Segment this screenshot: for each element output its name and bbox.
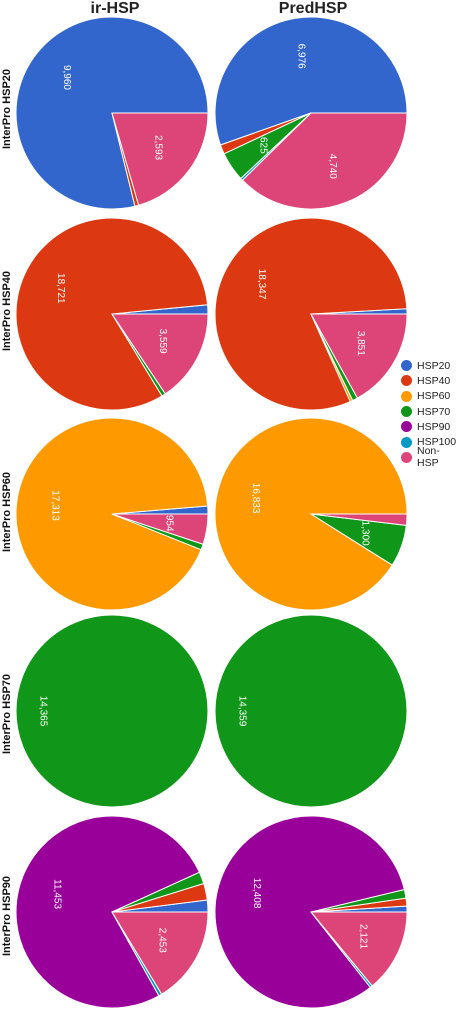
legend-swatch-hsp40 bbox=[401, 375, 412, 387]
pie-data-label: 18,347 bbox=[256, 269, 267, 300]
pie-data-label: 14,365 bbox=[37, 696, 48, 727]
legend-label-hsp40: HSP40 bbox=[417, 374, 451, 387]
pie-interpro-hsp70-predhsp: 14,359 bbox=[214, 614, 408, 808]
pie-slice-non-hsp bbox=[111, 112, 209, 206]
pie-data-label: 2,121 bbox=[357, 924, 368, 949]
pie-data-label: 9,960 bbox=[61, 65, 72, 90]
pie-slice-non-hsp bbox=[310, 513, 408, 526]
legend-label-hsp100: HSP100 bbox=[417, 436, 457, 449]
pie-data-label: 4,740 bbox=[327, 154, 338, 179]
pie-interpro-hsp70-ir-hsp: 14,365 bbox=[15, 614, 209, 808]
pie-slice-non-hsp bbox=[310, 313, 408, 399]
pie-interpro-hsp90-ir-hsp: 11,453 2,453 bbox=[15, 815, 209, 1009]
pie-data-label: 954 bbox=[163, 515, 174, 532]
chart-legend: HSP20 HSP40 HSP60 HSP70 HSP90 HSP100 Non… bbox=[401, 358, 461, 469]
pie-interpro-hsp60-predhsp: 16,833 1,300 bbox=[214, 417, 408, 611]
legend-item-hsp60: HSP60 bbox=[401, 389, 461, 404]
pie-slice-non-hsp bbox=[309, 911, 408, 987]
legend-label-hsp20: HSP20 bbox=[417, 359, 451, 372]
pie-slice-hsp60 bbox=[15, 417, 209, 611]
pie-interpro-hsp40-ir-hsp: 18,721 3,559 bbox=[15, 217, 209, 411]
legend-item-hsp90: HSP90 bbox=[401, 419, 461, 434]
pie-slice-hsp70 bbox=[214, 614, 408, 808]
pie-slice-non-hsp bbox=[111, 313, 209, 395]
pie-interpro-hsp90-predhsp: 12,408 2,121 bbox=[214, 815, 408, 1009]
pie-slice-hsp90 bbox=[15, 815, 201, 1009]
pie-slice-hsp90 bbox=[214, 815, 405, 1009]
legend-item-non-hsp: Non-HSP bbox=[401, 445, 461, 469]
legend-item-hsp70: HSP70 bbox=[401, 404, 461, 419]
pie-data-label: 1,300 bbox=[360, 521, 371, 546]
pie-interpro-hsp20-predhsp: 6,976 625 4,740 bbox=[214, 16, 408, 210]
column-title-ir-hsp: ir-HSP bbox=[90, 0, 140, 17]
legend-item-hsp40: HSP40 bbox=[401, 373, 461, 388]
pie-data-label: 11,453 bbox=[52, 879, 63, 909]
pie-slice-hsp70 bbox=[15, 614, 209, 808]
pie-slice-hsp20 bbox=[214, 16, 408, 146]
pie-data-label: 14,359 bbox=[236, 696, 247, 727]
pie-data-label: 16,833 bbox=[250, 483, 261, 514]
pie-slice-non-hsp bbox=[241, 112, 408, 210]
legend-item-hsp20: HSP20 bbox=[401, 358, 461, 373]
legend-swatch-hsp70 bbox=[401, 406, 412, 418]
legend-swatch-hsp20 bbox=[401, 360, 412, 372]
legend-label-hsp60: HSP60 bbox=[417, 390, 451, 403]
pie-data-label: 2,593 bbox=[152, 135, 163, 160]
legend-item-hsp100: HSP100 bbox=[401, 434, 461, 449]
pie-interpro-hsp60-ir-hsp: 17,313 954 bbox=[15, 417, 209, 611]
pie-data-label: 3,559 bbox=[157, 329, 168, 354]
legend-label-hsp70: HSP70 bbox=[417, 405, 451, 418]
pie-data-label: 2,453 bbox=[157, 928, 168, 953]
column-title-predhsp: PredHSP bbox=[278, 0, 348, 17]
pie-data-label: 18,721 bbox=[55, 273, 66, 304]
pie-data-label: 6,976 bbox=[296, 44, 307, 69]
pie-interpro-hsp40-predhsp: 18,347 3,851 bbox=[214, 217, 408, 411]
legend-swatch-hsp100 bbox=[401, 436, 412, 448]
pie-data-label: 625 bbox=[258, 137, 269, 154]
pie-data-label: 17,313 bbox=[49, 490, 60, 521]
legend-swatch-non-hsp bbox=[401, 451, 412, 463]
pie-data-label: 12,408 bbox=[251, 878, 262, 909]
pie-interpro-hsp20-ir-hsp: 9,960 2,593 bbox=[15, 16, 209, 210]
pie-slice-hsp20 bbox=[15, 16, 209, 210]
legend-swatch-hsp60 bbox=[401, 390, 412, 402]
legend-label-hsp90: HSP90 bbox=[417, 420, 451, 433]
legend-label-non-hsp: Non-HSP bbox=[417, 445, 440, 470]
pie-data-label: 3,851 bbox=[355, 331, 366, 356]
pie-slice-non-hsp bbox=[111, 513, 209, 545]
legend-swatch-hsp90 bbox=[401, 421, 412, 433]
pie-slice-non-hsp bbox=[111, 911, 209, 995]
